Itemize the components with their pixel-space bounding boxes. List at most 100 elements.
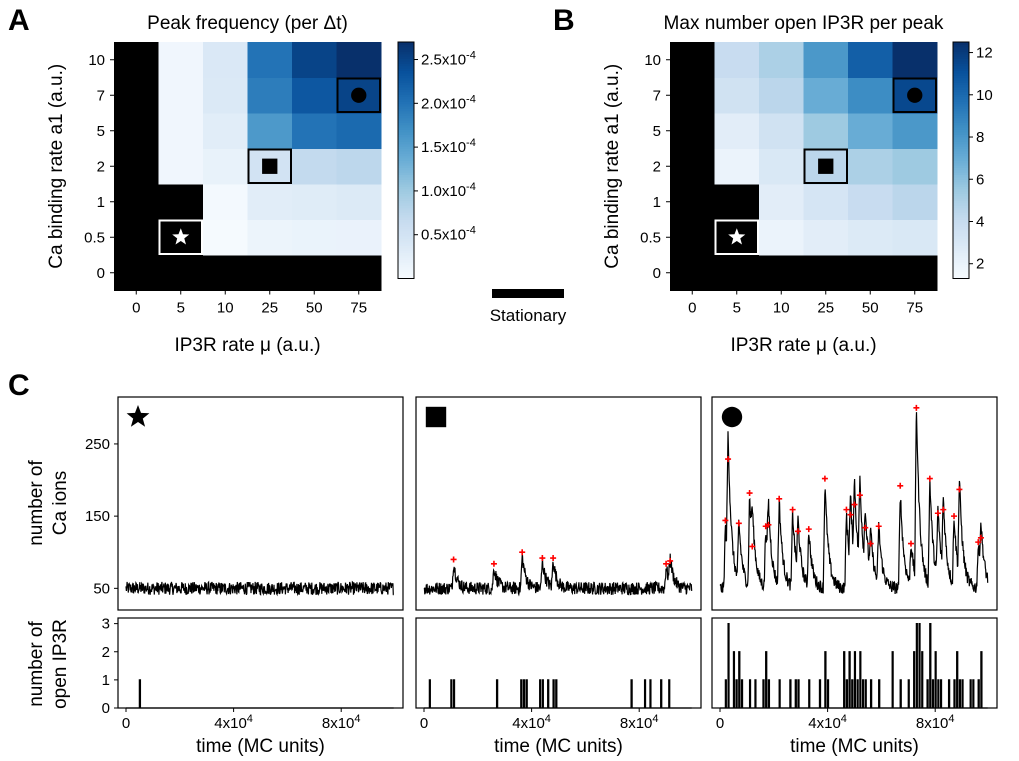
colorbar-segment	[953, 77, 969, 81]
colorbar-segment	[953, 188, 969, 192]
colorbar-segment	[398, 75, 414, 79]
colorbar-segment	[953, 148, 969, 152]
heatmap-cell	[892, 255, 938, 291]
heatmap-cell	[114, 184, 159, 220]
colorbar-segment	[953, 233, 969, 237]
heatmap-cell	[670, 148, 715, 185]
colorbar-segment	[398, 58, 414, 62]
colorbar-segment	[398, 86, 414, 90]
heatmap-cell	[203, 42, 248, 78]
colorbar-segment	[953, 219, 969, 223]
colorbar-segment	[398, 257, 414, 261]
colorbar-segment	[398, 209, 414, 213]
heatmap-cell	[803, 42, 849, 78]
peak-marker	[977, 534, 984, 541]
colorbar-segment	[953, 269, 969, 273]
y-tick-label: 5	[653, 123, 661, 140]
colorbar-segment	[953, 214, 969, 218]
x-tick-label: 0	[716, 715, 724, 732]
peak-marker	[450, 556, 457, 563]
y-tick-label: 5	[97, 123, 105, 140]
peak-marker	[746, 490, 753, 497]
y-tick-label: 1	[97, 194, 105, 211]
peak-marker	[490, 560, 497, 567]
heatmap-cell	[670, 184, 715, 220]
colorbar-segment	[398, 179, 414, 183]
colorbar-segment	[953, 138, 969, 142]
colorbar-tick-label: 12	[976, 45, 993, 62]
x-axis-label: IP3R rate μ (a.u.)	[174, 335, 320, 356]
colorbar-tick-label: 0.5x10-4	[421, 225, 476, 244]
colorbar-segment	[953, 72, 969, 76]
colorbar-segment	[953, 86, 969, 90]
colorbar-segment	[398, 112, 414, 116]
trace-panel-circle: 0 4x104 8x104 time (MC units)	[711, 396, 998, 757]
x-tick-label: 8x104	[916, 713, 955, 732]
colorbar-segment	[398, 174, 414, 178]
ip3r-plot-frame	[117, 617, 404, 709]
colorbar-segment	[398, 271, 414, 275]
colorbar-segment	[398, 200, 414, 204]
colorbar-segment	[398, 134, 414, 138]
heatmap-cell	[759, 77, 804, 114]
colorbar-segment	[398, 269, 414, 273]
x-tick-label: 0	[132, 300, 140, 317]
peak-marker	[843, 506, 850, 513]
peak-marker	[897, 482, 904, 489]
heatmap-cell	[892, 42, 938, 78]
colorbar-segment	[953, 105, 969, 109]
colorbar-segment	[398, 146, 414, 150]
colorbar-segment	[398, 217, 414, 220]
colorbar-segment	[953, 200, 969, 204]
x-tick-label: 10	[773, 300, 790, 317]
heatmap-cell	[336, 255, 382, 291]
colorbar-segment	[398, 264, 414, 268]
heatmap-cell	[203, 219, 248, 256]
heatmap-cell	[892, 148, 938, 185]
heatmap-title: Max number open IP3R per peak	[664, 13, 944, 34]
colorbar-segment	[398, 162, 414, 166]
heatmap-cell	[292, 148, 337, 185]
heatmap-cell	[114, 113, 159, 149]
heatmap-cell	[803, 77, 849, 114]
colorbar-segment	[953, 254, 969, 258]
heatmap-cell	[714, 113, 760, 149]
colorbar-segment	[953, 134, 969, 138]
peak-marker	[975, 539, 982, 546]
heatmap-cell	[848, 219, 893, 256]
colorbar-segment	[398, 44, 414, 48]
y-tick-label: 10	[88, 52, 105, 69]
heatmap-cell	[114, 148, 159, 185]
colorbar-segment	[953, 124, 969, 128]
colorbar-segment	[953, 212, 969, 216]
marker-box	[247, 148, 292, 184]
x-tick-label: 0	[122, 715, 130, 732]
colorbar-segment	[398, 207, 414, 211]
peak-marker	[821, 475, 828, 482]
colorbar-segment	[953, 112, 969, 116]
heatmap-cell	[158, 255, 204, 291]
colorbar-segment	[398, 247, 414, 251]
colorbar-segment	[398, 261, 414, 265]
colorbar-tick-label: 2.0x10-4	[421, 93, 476, 112]
heatmap-cell	[336, 42, 382, 78]
colorbar-segment	[953, 181, 969, 185]
colorbar-segment	[398, 172, 414, 176]
colorbar-segment	[953, 96, 969, 100]
marker-box	[892, 77, 937, 113]
heatmap-cell	[759, 255, 804, 291]
colorbar-segment	[953, 136, 969, 140]
colorbar-segment	[398, 198, 414, 202]
heatmap-cell	[803, 255, 849, 291]
heatmap-cell	[292, 219, 337, 256]
colorbar-segment	[953, 271, 969, 275]
colorbar-segment	[953, 103, 969, 107]
colorbar-segment	[398, 148, 414, 152]
colorbar-segment	[398, 101, 414, 105]
peak-marker	[847, 511, 854, 518]
colorbar-segment	[398, 70, 414, 74]
colorbar-segment	[953, 153, 969, 157]
ip3r-trace	[720, 622, 988, 709]
colorbar-segment	[953, 60, 969, 64]
y-tick-label: 2	[97, 158, 105, 175]
